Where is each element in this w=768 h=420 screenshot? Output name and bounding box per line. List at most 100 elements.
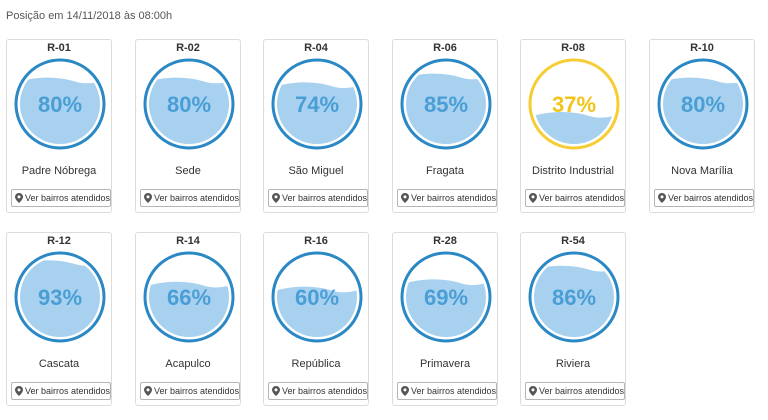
level-gauge: 74% (271, 58, 363, 150)
level-percent: 80% (167, 92, 211, 117)
map-marker-icon (401, 193, 409, 203)
gauge-ring (143, 251, 235, 343)
view-neighborhoods-button[interactable]: Ver bairros atendidos (525, 189, 625, 207)
map-marker-icon (144, 193, 152, 203)
view-neighborhoods-label: Ver bairros atendidos (411, 193, 497, 203)
view-neighborhoods-label: Ver bairros atendidos (154, 193, 240, 203)
view-neighborhoods-button[interactable]: Ver bairros atendidos (397, 189, 497, 207)
reservoir-code: R-16 (304, 235, 328, 247)
water-fill (20, 260, 100, 337)
view-neighborhoods-label: Ver bairros atendidos (154, 386, 240, 396)
view-neighborhoods-label: Ver bairros atendidos (539, 193, 625, 203)
level-gauge: 80% (14, 58, 106, 150)
reservoir-code: R-14 (176, 235, 200, 247)
map-marker-icon (529, 193, 537, 203)
reservoir-name: São Miguel (288, 165, 344, 177)
level-gauge: 69% (400, 251, 492, 343)
gauge-ring (14, 58, 106, 150)
reservoir-code: R-02 (176, 42, 200, 54)
gauge-ring (400, 251, 492, 343)
reservoir-card: R-54 86% Riviera Ver bairros atendidos (520, 232, 626, 406)
reservoir-card: R-06 85% Fragata Ver bairros atendidos (392, 39, 498, 213)
view-neighborhoods-label: Ver bairros atendidos (668, 193, 754, 203)
level-percent: 66% (167, 285, 211, 310)
reservoir-name: República (291, 358, 341, 370)
level-gauge: 66% (143, 251, 235, 343)
reservoir-card: R-14 66% Acapulco Ver bairros atendidos (135, 232, 241, 406)
map-marker-icon (658, 193, 666, 203)
map-marker-icon (272, 386, 280, 396)
view-neighborhoods-label: Ver bairros atendidos (25, 193, 111, 203)
map-marker-icon (15, 386, 23, 396)
view-neighborhoods-button[interactable]: Ver bairros atendidos (140, 189, 240, 207)
position-timestamp: Posição em 14/11/2018 às 08:00h (6, 10, 173, 22)
reservoir-code: R-08 (561, 42, 585, 54)
reservoir-code: R-28 (433, 235, 457, 247)
reservoir-card: R-02 80% Sede Ver bairros atendidos (135, 39, 241, 213)
view-neighborhoods-button[interactable]: Ver bairros atendidos (11, 189, 111, 207)
level-percent: 60% (295, 285, 339, 310)
gauge-ring (271, 251, 363, 343)
reservoir-name: Fragata (426, 165, 464, 177)
level-percent: 93% (38, 285, 82, 310)
view-neighborhoods-button[interactable]: Ver bairros atendidos (268, 382, 368, 400)
reservoir-code: R-04 (304, 42, 328, 54)
gauge-ring (143, 58, 235, 150)
view-neighborhoods-button[interactable]: Ver bairros atendidos (654, 189, 754, 207)
view-neighborhoods-button[interactable]: Ver bairros atendidos (268, 189, 368, 207)
level-gauge: 80% (657, 58, 749, 150)
view-neighborhoods-button[interactable]: Ver bairros atendidos (140, 382, 240, 400)
level-percent: 86% (552, 285, 596, 310)
reservoir-name: Acapulco (165, 358, 211, 370)
level-gauge: 80% (143, 58, 235, 150)
reservoir-code: R-12 (47, 235, 71, 247)
gauge-ring (271, 58, 363, 150)
reservoir-name: Primavera (419, 358, 471, 370)
level-percent: 85% (424, 92, 468, 117)
reservoir-name: Riviera (555, 358, 591, 370)
reservoir-card: R-10 80% Nova Marília Ver bairros atendidos (649, 39, 755, 213)
view-neighborhoods-button[interactable]: Ver bairros atendidos (525, 382, 625, 400)
reservoir-name: Cascata (38, 358, 80, 370)
view-neighborhoods-button[interactable]: Ver bairros atendidos (397, 382, 497, 400)
water-fill (149, 281, 229, 337)
reservoir-card: R-04 74% São Miguel Ver bairros atendidos (263, 39, 369, 213)
level-gauge: 93% (14, 251, 106, 343)
gauge-ring (528, 58, 620, 150)
water-fill (406, 73, 486, 144)
reservoir-name: Distrito Industrial (532, 165, 614, 177)
reservoir-name: Sede (175, 165, 201, 177)
level-percent: 74% (295, 92, 339, 117)
level-percent: 69% (424, 285, 468, 310)
map-marker-icon (272, 193, 280, 203)
gauge-ring (528, 251, 620, 343)
reservoir-card: R-12 93% Cascata Ver bairros atendidos (6, 232, 112, 406)
reservoir-code: R-01 (47, 42, 71, 54)
water-fill (20, 77, 100, 144)
level-gauge: 86% (528, 251, 620, 343)
reservoir-card: R-08 37% Distrito Industrial Ver bairros at… (520, 39, 626, 213)
view-neighborhoods-label: Ver bairros atendidos (25, 386, 111, 396)
reservoir-card: R-01 80% Padre Nóbrega Ver bairros atendido… (6, 39, 112, 213)
view-neighborhoods-label: Ver bairros atendidos (282, 386, 368, 396)
view-neighborhoods-label: Ver bairros atendidos (411, 386, 497, 396)
reservoir-name: Padre Nóbrega (21, 165, 97, 177)
water-fill (406, 279, 486, 337)
reservoir-code: R-10 (690, 42, 714, 54)
water-fill (663, 77, 743, 144)
level-gauge: 37% (528, 58, 620, 150)
reservoir-name: Nova Marília (671, 165, 733, 177)
view-neighborhoods-label: Ver bairros atendidos (282, 193, 368, 203)
level-percent: 80% (38, 92, 82, 117)
gauge-ring (400, 58, 492, 150)
map-marker-icon (144, 386, 152, 396)
level-percent: 37% (552, 92, 596, 117)
gauge-ring (14, 251, 106, 343)
view-neighborhoods-button[interactable]: Ver bairros atendidos (11, 382, 111, 400)
reservoir-card: R-28 69% Primavera Ver bairros atendidos (392, 232, 498, 406)
map-marker-icon (529, 386, 537, 396)
water-fill (277, 286, 357, 337)
level-gauge: 85% (400, 58, 492, 150)
reservoir-code: R-06 (433, 42, 457, 54)
level-percent: 80% (681, 92, 725, 117)
